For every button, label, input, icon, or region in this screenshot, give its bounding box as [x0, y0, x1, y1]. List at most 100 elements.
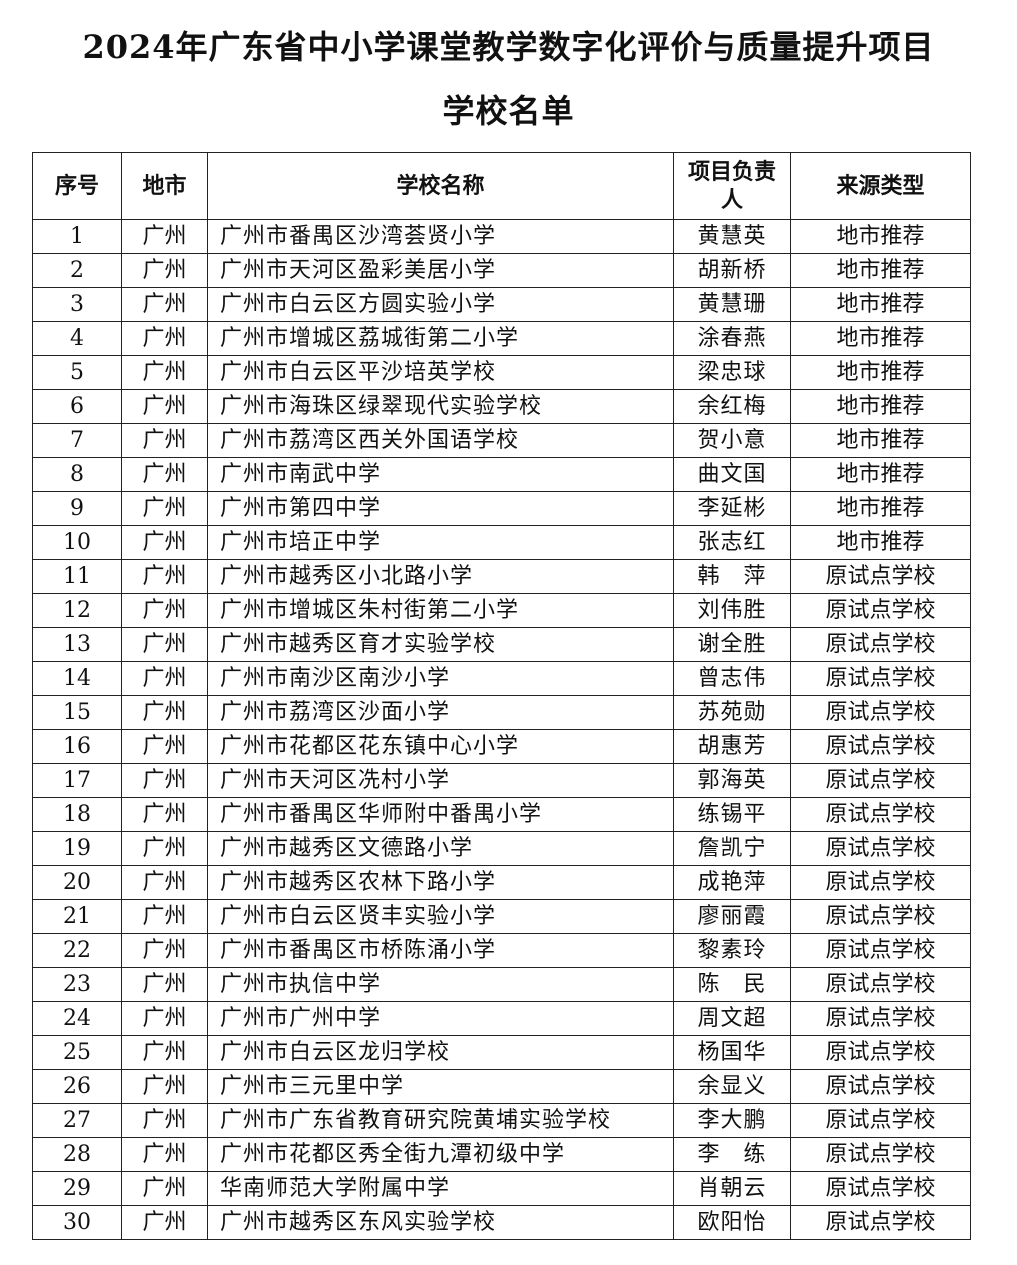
row-source-type: 原试点学校: [790, 627, 971, 662]
table-row: 12 广州 广州市增城区朱村街第二小学 刘伟胜 原试点学校: [32, 593, 971, 628]
table-row: 16 广州 广州市花都区花东镇中心小学 胡惠芳 原试点学校: [32, 729, 971, 764]
row-index: 7: [32, 423, 122, 458]
header-source-type: 来源类型: [790, 152, 971, 220]
row-source-type: 原试点学校: [790, 1001, 971, 1036]
row-school-name: 广州市广州中学: [207, 1001, 674, 1036]
row-person-in-charge: 欧阳怡: [673, 1205, 791, 1240]
row-city: 广州: [121, 865, 208, 900]
row-source-type: 原试点学校: [790, 1137, 971, 1172]
row-city: 广州: [121, 457, 208, 492]
row-source-type: 地市推荐: [790, 423, 971, 458]
row-city: 广州: [121, 695, 208, 730]
row-school-name: 广州市海珠区绿翠现代实验学校: [207, 389, 674, 424]
table-row: 20 广州 广州市越秀区农林下路小学 成艳萍 原试点学校: [32, 865, 971, 900]
row-index: 29: [32, 1171, 122, 1206]
row-person-in-charge: 谢全胜: [673, 627, 791, 662]
row-school-name: 广州市增城区朱村街第二小学: [207, 593, 674, 628]
row-school-name: 广州市南武中学: [207, 457, 674, 492]
row-city: 广州: [121, 219, 208, 254]
row-school-name: 广州市番禺区沙湾荟贤小学: [207, 219, 674, 254]
row-index: 27: [32, 1103, 122, 1138]
row-person-in-charge: 贺小意: [673, 423, 791, 458]
row-source-type: 地市推荐: [790, 457, 971, 492]
row-index: 24: [32, 1001, 122, 1036]
row-school-name: 广州市第四中学: [207, 491, 674, 526]
row-person-in-charge: 曲文国: [673, 457, 791, 492]
row-index: 30: [32, 1205, 122, 1240]
row-city: 广州: [121, 287, 208, 322]
row-person-in-charge: 余显义: [673, 1069, 791, 1104]
row-school-name: 广州市执信中学: [207, 967, 674, 1002]
row-school-name: 广州市番禺区市桥陈涌小学: [207, 933, 674, 968]
row-source-type: 地市推荐: [790, 321, 971, 356]
row-index: 25: [32, 1035, 122, 1070]
row-school-name: 广州市越秀区农林下路小学: [207, 865, 674, 900]
row-school-name: 广州市白云区方圆实验小学: [207, 287, 674, 322]
row-source-type: 地市推荐: [790, 287, 971, 322]
row-index: 14: [32, 661, 122, 696]
row-person-in-charge: 廖丽霞: [673, 899, 791, 934]
row-city: 广州: [121, 899, 208, 934]
table-row: 7 广州 广州市荔湾区西关外国语学校 贺小意 地市推荐: [32, 423, 971, 458]
header-school-name: 学校名称: [207, 152, 674, 220]
table-header-row: 序号 地市 学校名称 项目负责人 来源类型: [32, 152, 971, 220]
row-person-in-charge: 黄慧珊: [673, 287, 791, 322]
row-person-in-charge: 周文超: [673, 1001, 791, 1036]
row-school-name: 广州市白云区平沙培英学校: [207, 355, 674, 390]
row-city: 广州: [121, 491, 208, 526]
table-row: 8 广州 广州市南武中学 曲文国 地市推荐: [32, 457, 971, 492]
row-person-in-charge: 郭海英: [673, 763, 791, 798]
row-person-in-charge: 李 练: [673, 1137, 791, 1172]
table-row: 6 广州 广州市海珠区绿翠现代实验学校 余红梅 地市推荐: [32, 389, 971, 424]
row-source-type: 原试点学校: [790, 1069, 971, 1104]
table-row: 29 广州 华南师范大学附属中学 肖朝云 原试点学校: [32, 1171, 971, 1206]
row-source-type: 原试点学校: [790, 1171, 971, 1206]
row-school-name: 广州市荔湾区西关外国语学校: [207, 423, 674, 458]
table-row: 4 广州 广州市增城区荔城街第二小学 涂春燕 地市推荐: [32, 321, 971, 356]
row-person-in-charge: 肖朝云: [673, 1171, 791, 1206]
row-index: 20: [32, 865, 122, 900]
row-source-type: 原试点学校: [790, 1103, 971, 1138]
row-source-type: 原试点学校: [790, 831, 971, 866]
row-city: 广州: [121, 253, 208, 288]
table-row: 2 广州 广州市天河区盈彩美居小学 胡新桥 地市推荐: [32, 253, 971, 288]
row-person-in-charge: 陈 民: [673, 967, 791, 1002]
row-source-type: 原试点学校: [790, 1205, 971, 1240]
document-title: 2024年广东省中小学课堂教学数字化评价与质量提升项目: [82, 28, 935, 66]
row-city: 广州: [121, 763, 208, 798]
row-person-in-charge: 苏苑勋: [673, 695, 791, 730]
row-city: 广州: [121, 1069, 208, 1104]
row-school-name: 广州市培正中学: [207, 525, 674, 560]
row-index: 28: [32, 1137, 122, 1172]
row-city: 广州: [121, 321, 208, 356]
row-school-name: 广州市荔湾区沙面小学: [207, 695, 674, 730]
row-school-name: 广州市越秀区文德路小学: [207, 831, 674, 866]
header-city: 地市: [121, 152, 208, 220]
row-index: 22: [32, 933, 122, 968]
row-city: 广州: [121, 729, 208, 764]
table-row: 9 广州 广州市第四中学 李延彬 地市推荐: [32, 491, 971, 526]
row-person-in-charge: 梁忠球: [673, 355, 791, 390]
row-source-type: 原试点学校: [790, 559, 971, 594]
row-index: 12: [32, 593, 122, 628]
row-city: 广州: [121, 1205, 208, 1240]
row-person-in-charge: 曾志伟: [673, 661, 791, 696]
row-school-name: 广州市花都区秀全街九潭初级中学: [207, 1137, 674, 1172]
row-city: 广州: [121, 797, 208, 832]
row-source-type: 原试点学校: [790, 933, 971, 968]
row-source-type: 原试点学校: [790, 899, 971, 934]
row-person-in-charge: 余红梅: [673, 389, 791, 424]
row-source-type: 原试点学校: [790, 1035, 971, 1070]
table-row: 21 广州 广州市白云区贤丰实验小学 廖丽霞 原试点学校: [32, 899, 971, 934]
row-person-in-charge: 胡新桥: [673, 253, 791, 288]
table-row: 19 广州 广州市越秀区文德路小学 詹凯宁 原试点学校: [32, 831, 971, 866]
row-person-in-charge: 李大鹏: [673, 1103, 791, 1138]
row-index: 1: [32, 219, 122, 254]
table-row: 25 广州 广州市白云区龙归学校 杨国华 原试点学校: [32, 1035, 971, 1070]
table-row: 22 广州 广州市番禺区市桥陈涌小学 黎素玲 原试点学校: [32, 933, 971, 968]
row-person-in-charge: 黎素玲: [673, 933, 791, 968]
row-person-in-charge: 詹凯宁: [673, 831, 791, 866]
header-index: 序号: [32, 152, 122, 220]
row-school-name: 广州市白云区龙归学校: [207, 1035, 674, 1070]
row-source-type: 地市推荐: [790, 525, 971, 560]
